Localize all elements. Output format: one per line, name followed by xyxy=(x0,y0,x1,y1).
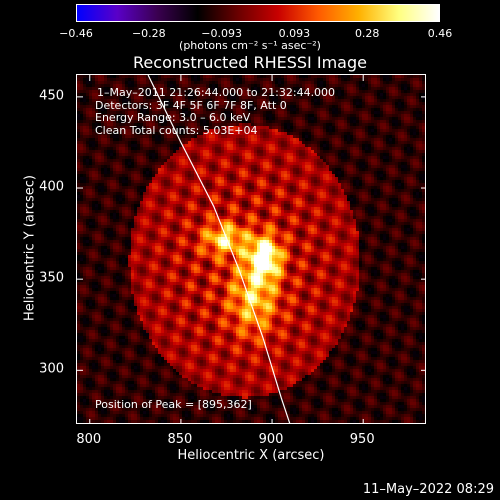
x-axis-label: Heliocentric X (arcsec) xyxy=(177,448,325,463)
x-tick-label: 800 xyxy=(76,432,102,447)
footer-timestamp: 11–May–2022 08:29 xyxy=(362,482,494,497)
annotation-energy: Energy Range: 3.0 – 6.0 keV xyxy=(95,111,251,124)
colorbar xyxy=(76,4,440,22)
annotation-detectors: Detectors: 3F 4F 5F 6F 7F 8F, Att 0 xyxy=(95,99,287,112)
solar-limb-line xyxy=(147,75,291,423)
y-tick-label: 350 xyxy=(39,270,64,286)
colorbar-tick: 0.28 xyxy=(354,27,380,40)
y-axis-label: Heliocentric Y (arcsec) xyxy=(22,175,38,321)
x-tick-label: 900 xyxy=(258,432,284,447)
colorbar-tick: −0.28 xyxy=(131,27,166,40)
annotation-clean: Clean Total counts: 5.03E+04 xyxy=(95,124,258,137)
y-tick-label: 300 xyxy=(39,361,64,377)
annotation-time: 1–May–2011 21:26:44.000 to 21:32:44.000 xyxy=(97,86,336,99)
colorbar-tick: 0.46 xyxy=(427,27,453,40)
limb-overlay xyxy=(77,75,425,423)
x-tick-label: 950 xyxy=(349,432,375,447)
colorbar-tick: −0.46 xyxy=(59,27,93,40)
colorbar-tick: 0.093 xyxy=(278,27,311,40)
annotation-peak: Position of Peak = [895,362] xyxy=(95,398,252,411)
plot-area: 1–May–2011 21:26:44.000 to 21:32:44.000 … xyxy=(76,74,426,424)
y-tick-label: 450 xyxy=(39,88,64,104)
x-tick-label: 850 xyxy=(167,432,193,447)
y-tick-label: 400 xyxy=(39,179,64,195)
heatmap-image xyxy=(77,75,425,423)
colorbar-units: (photons cm⁻² s⁻¹ asec⁻²) xyxy=(179,39,321,52)
chart-title: Reconstructed RHESSI Image xyxy=(133,53,367,72)
colorbar-tick: −0.093 xyxy=(201,27,242,40)
